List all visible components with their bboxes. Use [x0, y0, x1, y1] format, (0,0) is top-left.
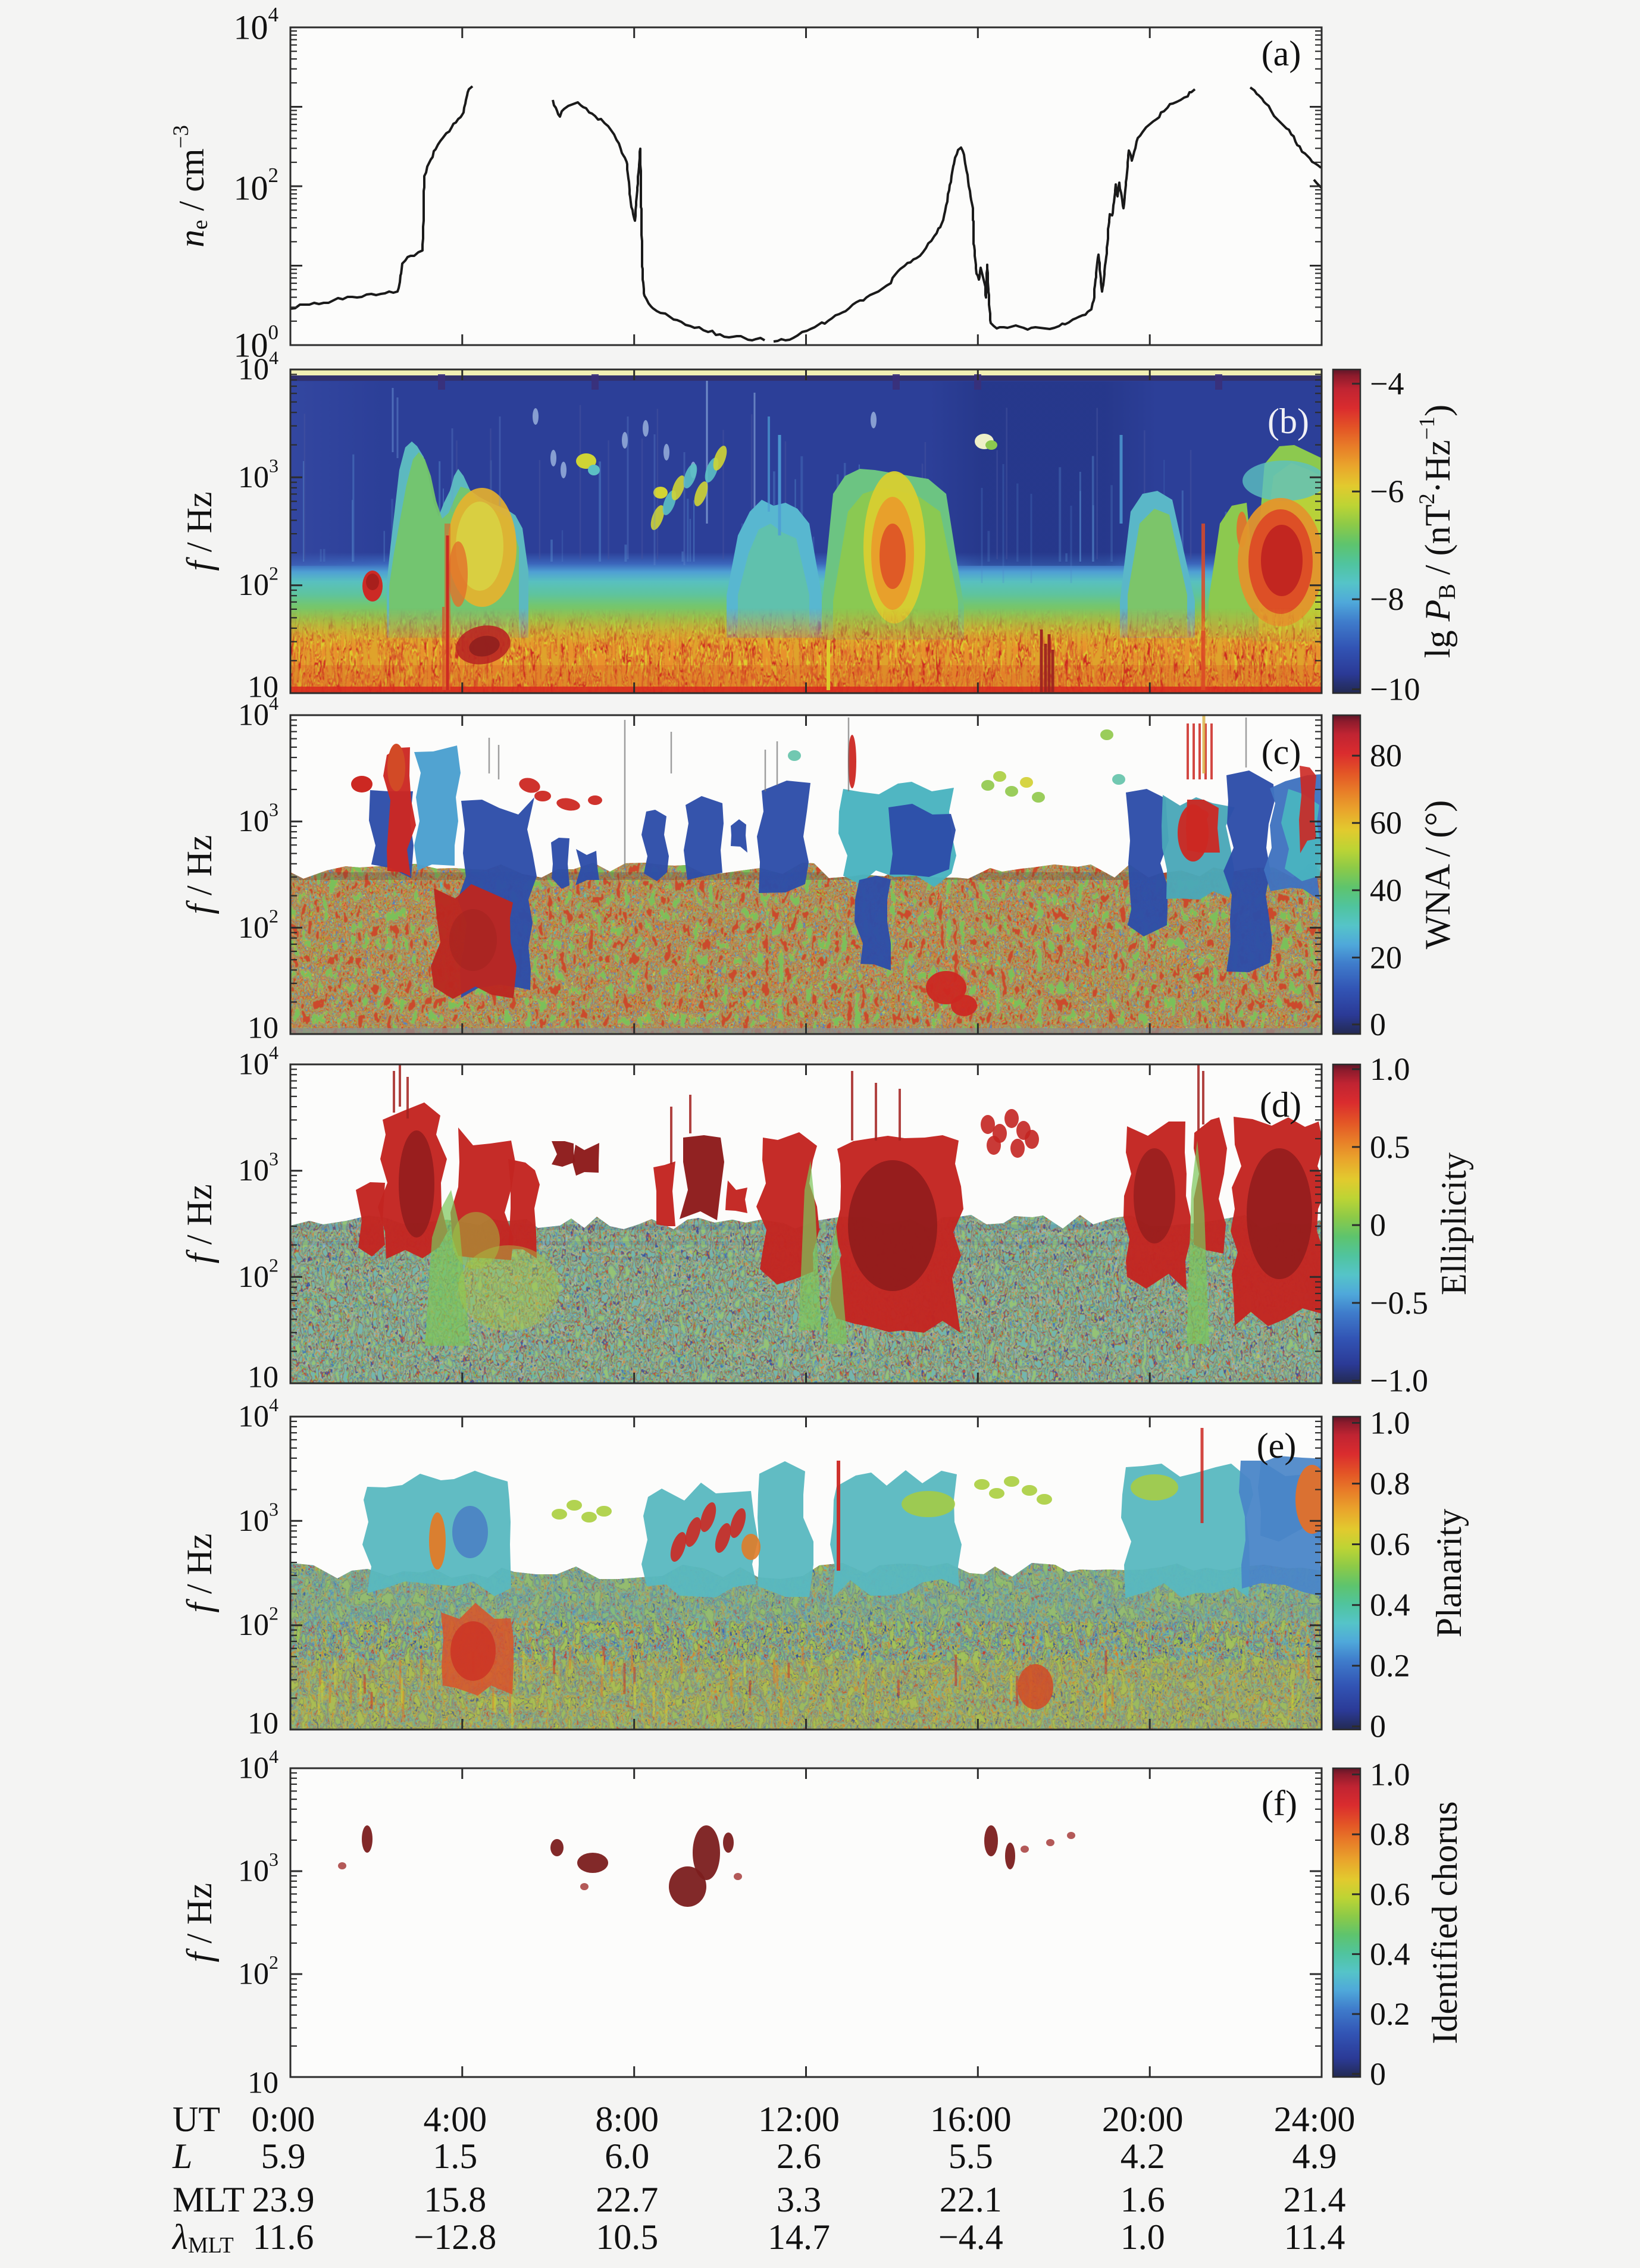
svg-text:22.7: 22.7 — [596, 2180, 658, 2219]
svg-text:22.1: 22.1 — [940, 2180, 1002, 2219]
svg-text:104: 104 — [238, 693, 278, 732]
svg-text:5.9: 5.9 — [261, 2137, 306, 2176]
svg-text:−4.4: −4.4 — [938, 2217, 1003, 2257]
svg-text:−1.0: −1.0 — [1370, 1363, 1428, 1399]
svg-text:10: 10 — [248, 1361, 278, 1395]
svg-text:ne / cm−3: ne / cm−3 — [169, 125, 212, 248]
svg-text:11.6: 11.6 — [253, 2217, 314, 2257]
svg-text:f / Hz: f / Hz — [180, 1533, 219, 1612]
svg-text:12:00: 12:00 — [758, 2100, 840, 2139]
svg-text:(b): (b) — [1267, 402, 1309, 441]
svg-text:0.6: 0.6 — [1370, 1527, 1410, 1562]
svg-text:60: 60 — [1370, 805, 1402, 841]
svg-text:0: 0 — [1370, 1007, 1386, 1042]
svg-text:(f): (f) — [1262, 1784, 1297, 1823]
svg-text:(c): (c) — [1262, 732, 1301, 772]
svg-text:11.4: 11.4 — [1284, 2217, 1345, 2257]
svg-text:−0.5: −0.5 — [1370, 1285, 1428, 1321]
svg-text:102: 102 — [238, 563, 278, 603]
svg-text:f / Hz: f / Hz — [180, 491, 219, 571]
svg-text:f / Hz: f / Hz — [180, 1883, 219, 1962]
svg-text:UT: UT — [173, 2100, 220, 2139]
svg-text:15.8: 15.8 — [424, 2180, 486, 2219]
svg-text:lg PB / (nT2·Hz−1): lg PB / (nT2·Hz−1) — [1415, 405, 1460, 658]
svg-text:0.8: 0.8 — [1370, 1466, 1410, 1502]
svg-text:Planarity: Planarity — [1429, 1509, 1469, 1638]
svg-text:f / Hz: f / Hz — [180, 835, 219, 914]
svg-text:24:00: 24:00 — [1274, 2100, 1356, 2139]
svg-text:3.3: 3.3 — [777, 2180, 821, 2219]
svg-text:40: 40 — [1370, 872, 1402, 908]
svg-text:0.6: 0.6 — [1370, 1877, 1410, 1912]
svg-text:4:00: 4:00 — [423, 2100, 487, 2139]
svg-text:0.5: 0.5 — [1370, 1129, 1410, 1165]
svg-text:16:00: 16:00 — [930, 2100, 1012, 2139]
svg-text:20:00: 20:00 — [1102, 2100, 1184, 2139]
svg-text:0: 0 — [1370, 1207, 1386, 1243]
svg-text:10: 10 — [248, 671, 278, 704]
svg-text:−8: −8 — [1370, 581, 1404, 617]
svg-text:4.2: 4.2 — [1121, 2137, 1165, 2176]
svg-text:λMLT: λMLT — [171, 2217, 234, 2258]
svg-text:0:00: 0:00 — [252, 2100, 315, 2139]
svg-text:0.2: 0.2 — [1370, 1648, 1410, 1684]
svg-text:0: 0 — [1370, 2056, 1386, 2092]
svg-text:Identified chorus: Identified chorus — [1425, 1801, 1464, 2044]
svg-text:2.6: 2.6 — [777, 2137, 821, 2176]
svg-text:(a): (a) — [1262, 34, 1301, 73]
svg-text:20: 20 — [1370, 939, 1402, 975]
svg-text:WNA / (°): WNA / (°) — [1418, 800, 1457, 950]
svg-text:−4: −4 — [1370, 366, 1404, 402]
svg-text:0: 0 — [1370, 1709, 1386, 1744]
svg-text:MLT: MLT — [173, 2180, 245, 2219]
svg-text:4.9: 4.9 — [1292, 2137, 1337, 2176]
svg-text:10: 10 — [248, 1011, 278, 1045]
svg-text:−12.8: −12.8 — [414, 2217, 496, 2257]
svg-text:(d): (d) — [1260, 1085, 1301, 1124]
svg-text:(e): (e) — [1257, 1426, 1297, 1465]
svg-text:f / Hz: f / Hz — [180, 1184, 219, 1263]
svg-text:L: L — [172, 2137, 192, 2176]
svg-text:−6: −6 — [1370, 474, 1404, 509]
svg-text:10.5: 10.5 — [596, 2217, 658, 2257]
svg-text:21.4: 21.4 — [1284, 2180, 1346, 2219]
svg-text:10: 10 — [248, 2066, 278, 2100]
svg-text:0.8: 0.8 — [1370, 1816, 1410, 1852]
svg-text:8:00: 8:00 — [595, 2100, 659, 2139]
svg-text:6.0: 6.0 — [605, 2137, 649, 2176]
svg-text:−10: −10 — [1370, 672, 1420, 707]
svg-text:Elliplicity: Elliplicity — [1434, 1152, 1473, 1295]
svg-text:1.0: 1.0 — [1370, 1756, 1410, 1792]
svg-text:1.0: 1.0 — [1370, 1405, 1410, 1441]
svg-text:14.7: 14.7 — [768, 2217, 830, 2257]
svg-text:102: 102 — [238, 1951, 278, 1991]
svg-text:23.9: 23.9 — [252, 2180, 315, 2219]
svg-text:1.5: 1.5 — [433, 2137, 477, 2176]
svg-text:0.4: 0.4 — [1370, 1587, 1410, 1623]
svg-text:1.0: 1.0 — [1121, 2217, 1165, 2257]
svg-text:80: 80 — [1370, 738, 1402, 773]
svg-text:5.5: 5.5 — [949, 2137, 993, 2176]
svg-text:0.2: 0.2 — [1370, 1996, 1410, 2032]
svg-text:10: 10 — [248, 1707, 278, 1741]
svg-text:0.4: 0.4 — [1370, 1936, 1410, 1972]
svg-text:1.6: 1.6 — [1121, 2180, 1165, 2219]
svg-text:1.0: 1.0 — [1370, 1051, 1410, 1087]
